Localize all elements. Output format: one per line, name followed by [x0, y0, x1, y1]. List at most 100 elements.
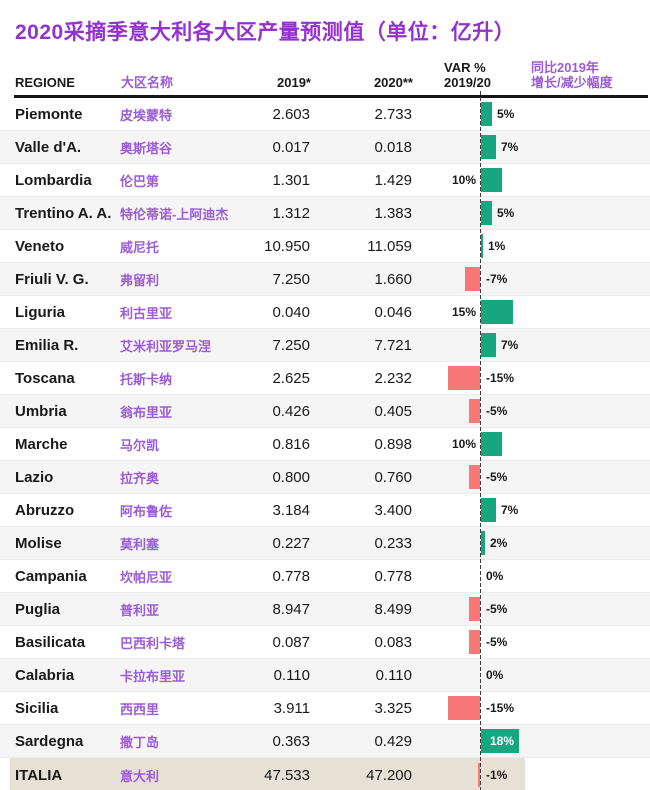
region-name: Piemonte [15, 105, 83, 123]
region-name-cn: 阿布鲁佐 [120, 503, 173, 519]
table-row: Lombardia 伦巴第 1.301 1.429 10% [0, 164, 650, 197]
value-2020: 3.325 [374, 699, 412, 717]
variation-cell: -5% [412, 395, 650, 427]
value-2020: 0.083 [374, 633, 412, 651]
var-bar [469, 465, 480, 489]
region-name: Friuli V. G. [15, 270, 89, 288]
region-name: Toscana [15, 369, 75, 387]
variation-cell: 0% [412, 659, 650, 691]
column-header-growth-line1: 同比2019年 [531, 60, 599, 75]
var-bar [481, 333, 496, 357]
var-label: 15% [451, 305, 476, 319]
value-2020: 11.059 [367, 237, 412, 255]
variation-cell: 7% [412, 329, 650, 361]
region-name-cn: 利古里亚 [120, 305, 173, 321]
column-header-growth-line2: 增长/减少幅度 [531, 75, 613, 90]
region-name: Puglia [15, 600, 61, 618]
variation-cell: 15% [412, 296, 650, 328]
region-name: Campania [15, 567, 87, 585]
var-bar [481, 300, 513, 324]
table-row: Abruzzo 阿布鲁佐 3.184 3.400 7% [0, 494, 650, 527]
var-label: 1% [488, 239, 506, 253]
region-name-cn: 皮埃蒙特 [120, 107, 173, 123]
var-bar [448, 366, 480, 390]
var-bar [481, 432, 502, 456]
value-2019: 0.778 [272, 567, 310, 585]
var-bar [481, 729, 519, 753]
var-label: 7% [501, 338, 519, 352]
var-label: -5% [486, 602, 508, 616]
variation-cell: -15% [412, 692, 650, 724]
var-label: 2% [490, 536, 508, 550]
var-label: -5% [486, 635, 508, 649]
table-row: Friuli V. G. 弗留利 7.250 1.660 -7% [0, 263, 650, 296]
variation-cell: -5% [412, 461, 650, 493]
value-2020: 0.778 [374, 567, 412, 585]
value-2020: 0.760 [374, 468, 412, 486]
var-bar [469, 630, 480, 654]
variation-cell: 18% [412, 725, 650, 757]
table-row: Lazio 拉齐奥 0.800 0.760 -5% [0, 461, 650, 494]
value-2020: 0.046 [374, 303, 412, 321]
value-2020: 1.660 [374, 270, 412, 288]
var-label: -7% [486, 272, 508, 286]
value-2019: 0.017 [272, 138, 310, 156]
variation-cell: 7% [412, 131, 650, 163]
table-row: Molise 莫利塞 0.227 0.233 2% [0, 527, 650, 560]
var-bar [481, 168, 502, 192]
region-name: Liguria [15, 303, 66, 321]
table-row: ITALIA 意大利 47.533 47.200 -1% [0, 758, 650, 790]
value-2019: 8.947 [272, 600, 310, 618]
value-2020: 3.400 [374, 501, 412, 519]
var-bar [481, 102, 492, 126]
zero-axis-line [480, 91, 481, 790]
table-row: Calabria 卡拉布里亚 0.110 0.110 0% [0, 659, 650, 692]
var-label: 5% [497, 206, 515, 220]
var-bar [481, 234, 483, 258]
column-header-2019: 2019* [277, 75, 311, 90]
table-row: Campania 坎帕尼亚 0.778 0.778 0% [0, 560, 650, 593]
var-bar [448, 696, 480, 720]
value-2019: 0.110 [273, 666, 310, 684]
region-name-cn: 普利亚 [120, 602, 160, 618]
var-label: 7% [501, 503, 519, 517]
variation-cell: 1% [412, 230, 650, 262]
var-bar [469, 399, 480, 423]
value-2020: 0.898 [374, 435, 412, 453]
var-label: 0% [486, 569, 504, 583]
region-name-cn: 卡拉布里亚 [120, 668, 186, 684]
region-name-cn: 西西里 [120, 701, 160, 717]
value-2019: 7.250 [272, 270, 310, 288]
column-header-var: VAR % 2019/20 [413, 60, 530, 90]
value-2019: 2.625 [272, 369, 310, 387]
var-label: -5% [486, 404, 508, 418]
var-bar [481, 201, 492, 225]
value-2020: 1.383 [374, 204, 412, 222]
var-label: -15% [486, 701, 515, 715]
value-2019: 3.911 [273, 699, 310, 717]
value-2019: 1.312 [272, 204, 310, 222]
region-name-cn: 巴西利卡塔 [120, 635, 186, 651]
var-label: -5% [486, 470, 508, 484]
variation-cell: 10% [412, 164, 650, 196]
page-title: 2020采摘季意大利各大区产量预测值（单位：亿升） [15, 21, 516, 44]
value-2020: 1.429 [374, 171, 412, 189]
var-label: 0% [486, 668, 504, 682]
column-header-var-line2: 2019/20 [444, 75, 491, 90]
region-name-cn: 拉齐奥 [120, 470, 160, 486]
region-name-cn: 坎帕尼亚 [120, 569, 173, 585]
region-name-cn: 托斯卡纳 [120, 371, 173, 387]
value-2020: 7.721 [374, 336, 412, 354]
region-name-cn: 撒丁岛 [120, 734, 160, 750]
var-label: -15% [486, 371, 515, 385]
value-2019: 1.301 [272, 171, 310, 189]
region-name-cn: 艾米利亚罗马涅 [120, 338, 212, 354]
region-name: Trentino A. A. [15, 204, 112, 222]
region-name: Sicilia [15, 699, 59, 717]
region-name: Umbria [15, 402, 67, 420]
variation-cell: 10% [412, 428, 650, 460]
var-bar [465, 267, 480, 291]
region-name-cn: 翁布里亚 [120, 404, 173, 420]
var-bar [469, 597, 480, 621]
